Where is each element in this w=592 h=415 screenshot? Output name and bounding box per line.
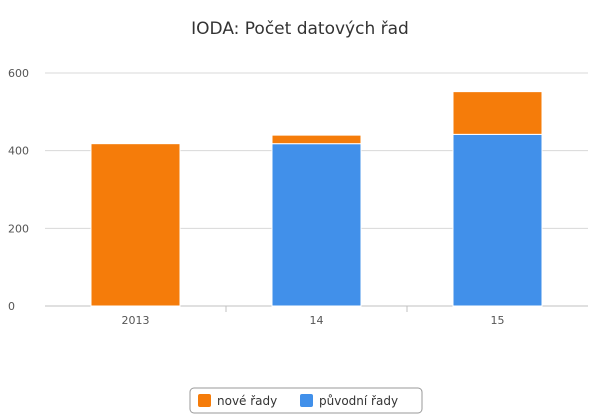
- y-tick-label: 400: [8, 145, 29, 158]
- x-tick-label: 2013: [122, 314, 150, 327]
- x-tick-label: 14: [310, 314, 324, 327]
- legend-label-nove-rady[interactable]: nové řady: [217, 394, 277, 408]
- legend-label-puvodni-rady[interactable]: původní řady: [319, 394, 398, 408]
- y-axis: 0 200 400 600: [8, 67, 29, 313]
- y-tick-label: 600: [8, 67, 29, 80]
- bar-nove-2013[interactable]: [90, 143, 181, 307]
- chart-title: IODA: Počet datových řad: [191, 19, 409, 39]
- legend[interactable]: nové řady původní řady: [189, 387, 423, 414]
- x-tick-label: 15: [491, 314, 505, 327]
- bar-nove-14[interactable]: [271, 134, 362, 145]
- y-tick-label: 0: [8, 300, 15, 313]
- bars: [90, 91, 543, 307]
- y-tick-label: 200: [8, 222, 29, 235]
- orange-square-icon: [198, 394, 211, 407]
- blue-square-icon: [300, 394, 313, 407]
- x-axis: 2013 14 15: [122, 306, 505, 327]
- bar-nove-15[interactable]: [452, 91, 543, 135]
- bar-puvodni-14[interactable]: [271, 143, 362, 307]
- bar-puvodni-15[interactable]: [452, 133, 543, 307]
